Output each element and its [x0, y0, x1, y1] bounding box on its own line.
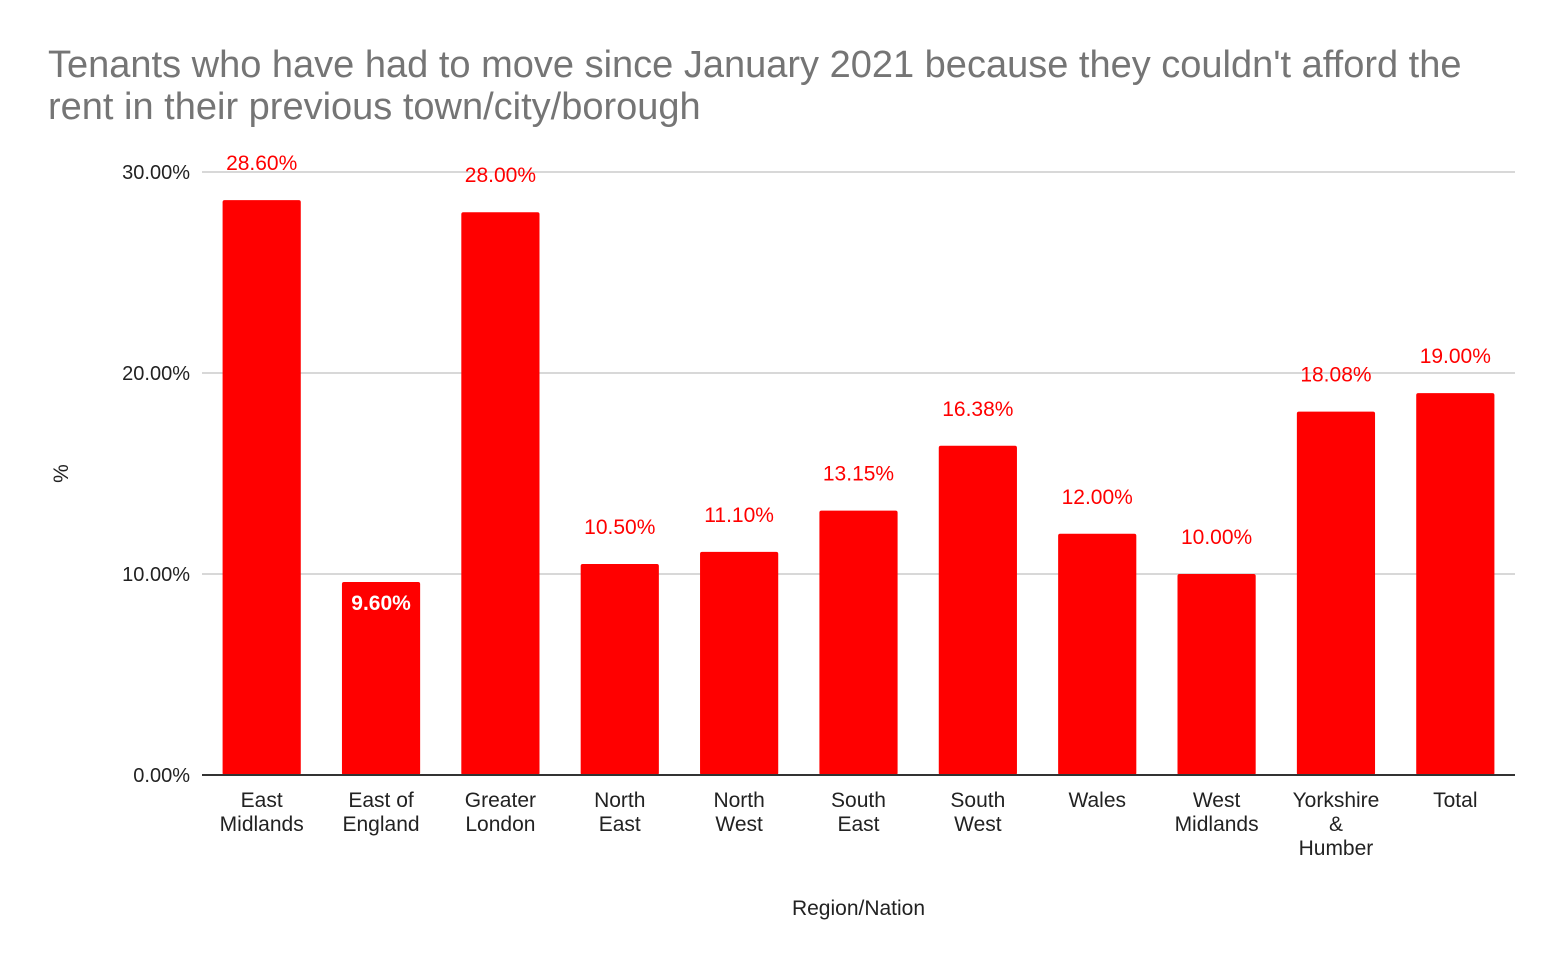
bar	[580, 563, 659, 775]
x-tick-label: East	[599, 813, 641, 836]
x-tick-label: North	[713, 789, 764, 812]
x-tick-label: West	[1193, 789, 1241, 812]
x-tick-label: East of	[348, 789, 414, 812]
chart-title: Tenants who have had to move since Janua…	[48, 44, 1462, 128]
x-tick-label: Total	[1433, 789, 1477, 812]
y-axis-ticks: 0.00% 10.00% 20.00% 30.00%	[122, 162, 190, 787]
data-label: 16.38%	[942, 398, 1013, 421]
data-label: 28.60%	[226, 152, 297, 175]
x-tick-label: &	[1329, 813, 1343, 836]
data-label: 11.10%	[704, 504, 774, 527]
bars	[222, 200, 1495, 775]
data-label: 9.60%	[351, 592, 411, 615]
bar	[819, 510, 898, 775]
bar	[938, 445, 1017, 775]
bar	[700, 551, 779, 775]
y-tick-label: 20.00%	[122, 363, 190, 385]
x-tick-label: South	[831, 789, 886, 812]
data-labels: 28.60% 9.60% 28.00% 10.50% 11.10% 13.15% 16.38…	[226, 152, 1491, 615]
x-tick-label: West	[954, 813, 1002, 836]
data-label: 19.00%	[1420, 345, 1491, 368]
data-label: 12.00%	[1062, 486, 1133, 509]
y-tick-label: 30.00%	[122, 162, 190, 184]
bar	[461, 212, 540, 775]
x-tick-label: Humber	[1299, 837, 1374, 860]
x-tick-label: East	[241, 789, 283, 812]
x-tick-label: South	[950, 789, 1005, 812]
bar	[222, 200, 301, 775]
x-tick-label: Midlands	[220, 813, 304, 836]
data-label: 28.00%	[465, 164, 536, 187]
x-tick-label: England	[343, 813, 420, 836]
x-tick-label: Greater	[465, 789, 536, 812]
data-label: 13.15%	[823, 463, 894, 486]
y-axis-title: %	[50, 464, 73, 483]
bar	[1296, 411, 1376, 775]
data-label: 18.08%	[1300, 364, 1371, 387]
x-tick-label: West	[715, 813, 763, 836]
y-tick-label: 0.00%	[133, 765, 190, 787]
x-tick-label: London	[465, 813, 535, 836]
bar	[1058, 533, 1137, 775]
x-tick-label: Midlands	[1175, 813, 1259, 836]
y-tick-label: 10.00%	[122, 564, 190, 586]
bar	[1416, 393, 1495, 775]
x-tick-label: Yorkshire	[1293, 789, 1380, 812]
x-axis-title: Region/Nation	[792, 897, 925, 920]
bar	[1177, 574, 1256, 775]
data-label: 10.00%	[1181, 526, 1252, 549]
x-tick-label: East	[837, 813, 879, 836]
bar	[341, 582, 421, 775]
data-label: 10.50%	[584, 516, 655, 539]
x-tick-label: Wales	[1068, 789, 1126, 812]
x-tick-label: North	[594, 789, 645, 812]
